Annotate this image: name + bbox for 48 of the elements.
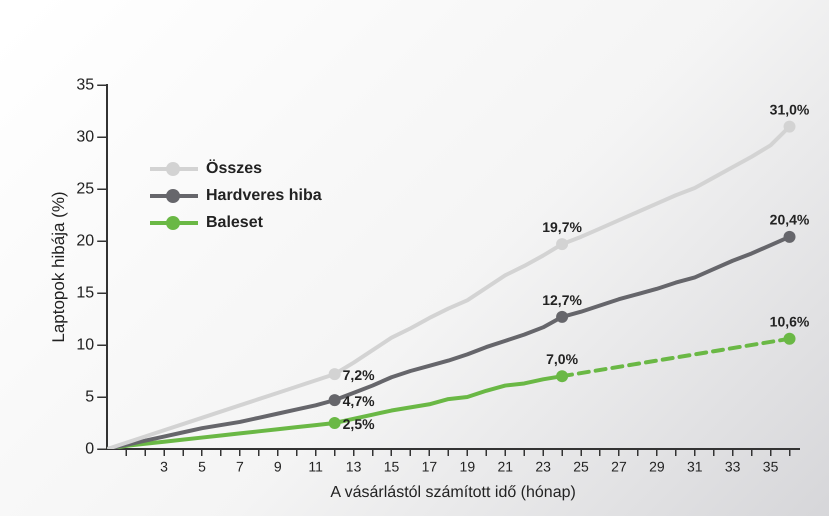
y-axis-title: Laptopok hibája (%) xyxy=(48,191,68,343)
y-tick-label: 5 xyxy=(85,388,94,406)
point xyxy=(784,120,796,133)
point xyxy=(328,394,341,406)
x-tick-label: 13 xyxy=(346,458,362,474)
y-tick-label: 25 xyxy=(76,180,94,198)
data-label: 10,6% xyxy=(770,314,810,330)
x-tick-label: 29 xyxy=(649,458,665,474)
x-tick-label: 3 xyxy=(160,458,168,474)
data-label: 7,2% xyxy=(342,366,376,383)
legend-label: Baleset xyxy=(206,214,263,232)
x-tick-label: 27 xyxy=(611,458,627,474)
y-tick-label: 20 xyxy=(76,232,94,250)
x-tick-label: 9 xyxy=(274,458,282,474)
x-tick-label: 7 xyxy=(236,458,244,474)
x-tick-label: 5 xyxy=(198,458,206,474)
x-tick-label: 15 xyxy=(384,458,400,474)
x-tick-label: 35 xyxy=(762,458,779,474)
data-label: 19,7% xyxy=(542,218,582,235)
point xyxy=(784,332,796,345)
data-label: 4,7% xyxy=(342,392,376,409)
y-tick-label: 35 xyxy=(76,76,94,94)
legend-label: Hardveres hiba xyxy=(206,186,322,204)
x-tick-label: 31 xyxy=(686,458,703,474)
y-tick-label: 10 xyxy=(76,336,94,354)
x-tick-label: 17 xyxy=(422,458,438,474)
legend-label: Összes xyxy=(206,160,262,178)
x-tick-label: 33 xyxy=(724,458,741,474)
y-tick-label: 30 xyxy=(76,128,94,146)
data-label: 12,7% xyxy=(542,292,582,308)
x-tick-label: 21 xyxy=(497,458,514,474)
point xyxy=(556,370,568,382)
y-tick-label: 0 xyxy=(85,440,94,458)
data-label: 2,5% xyxy=(342,416,376,432)
x-tick-label: 19 xyxy=(460,458,476,474)
data-label: 7,0% xyxy=(546,351,579,368)
y-tick-label: 15 xyxy=(76,284,94,302)
point xyxy=(328,368,341,380)
point xyxy=(328,417,341,429)
point xyxy=(784,230,796,243)
data-label: 20,4% xyxy=(770,212,810,228)
x-tick-label: 25 xyxy=(573,458,590,474)
x-tick-label: 11 xyxy=(308,458,324,474)
x-axis-title: A vásárlástól számított idő (hónap) xyxy=(330,484,576,501)
data-label: 31,0% xyxy=(770,101,810,118)
x-tick-label: 23 xyxy=(535,458,552,474)
point xyxy=(556,310,568,323)
point xyxy=(556,238,568,250)
